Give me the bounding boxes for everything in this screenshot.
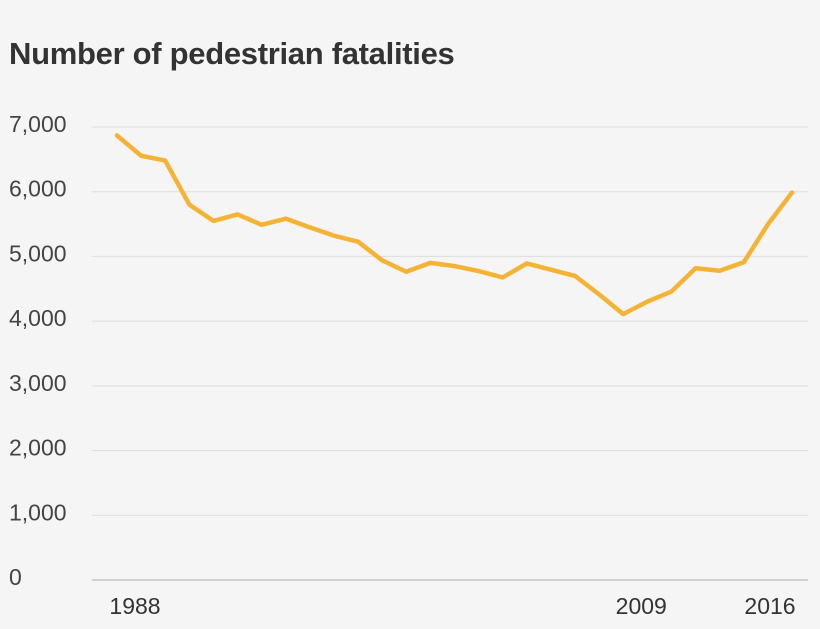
y-tick-label: 2,000 [9,435,67,461]
y-tick-label: 0 [9,564,22,590]
y-tick-label: 7,000 [9,111,67,137]
x-tick-label: 1988 [109,593,160,619]
x-tick-label: 2009 [616,593,667,619]
y-tick-label: 1,000 [9,499,67,525]
chart-title: Number of pedestrian fatalities [9,36,455,71]
y-tick-label: 3,000 [9,370,67,396]
y-tick-label: 5,000 [9,240,67,266]
y-tick-label: 6,000 [9,176,67,202]
series-line [114,133,795,317]
x-tick-label: 2016 [744,593,795,619]
y-tick-label: 4,000 [9,305,67,331]
